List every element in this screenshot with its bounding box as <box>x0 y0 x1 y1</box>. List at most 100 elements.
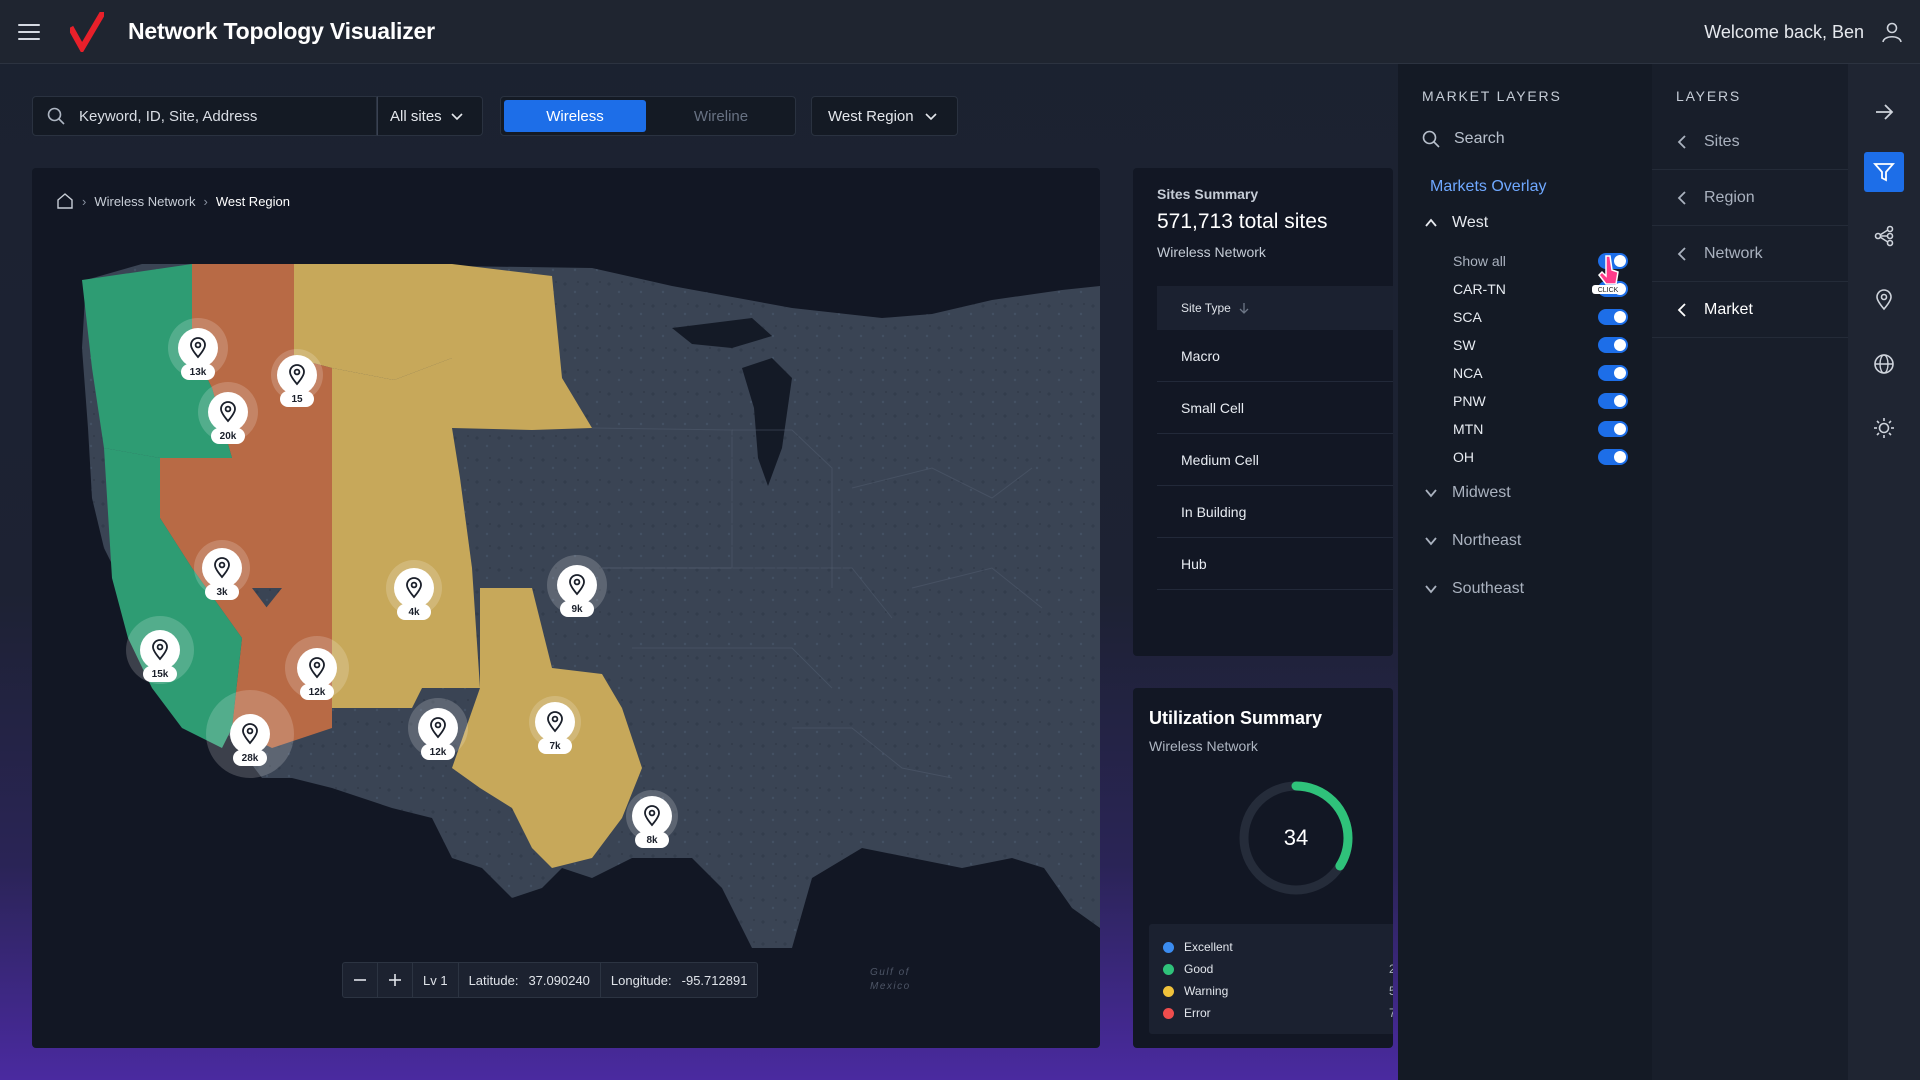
breadcrumb-item-wireless-network[interactable]: Wireless Network <box>94 193 196 209</box>
market-layers-search-placeholder: Search <box>1454 130 1505 147</box>
layers-title: LAYERS <box>1676 88 1742 104</box>
layer-item-network[interactable]: Network <box>1652 226 1848 282</box>
site-scope-dropdown[interactable]: All sites <box>377 96 483 136</box>
legend-value: 5 <box>1389 984 1393 998</box>
zoom-in-button[interactable] <box>378 962 413 998</box>
site-cluster-marker[interactable]: 8k <box>626 790 678 848</box>
toggle-switch[interactable] <box>1598 365 1628 381</box>
location-pin-icon <box>208 392 248 432</box>
site-cluster-marker[interactable]: 28k <box>206 690 294 778</box>
site-cluster-marker[interactable]: 12k <box>285 636 349 700</box>
group-label: Southeast <box>1452 580 1525 597</box>
toggle-switch[interactable] <box>1598 421 1628 437</box>
site-cluster-marker[interactable]: 20k <box>198 382 258 444</box>
app-title: Network Topology Visualizer <box>128 18 435 44</box>
site-scope-value: All sites <box>390 107 442 125</box>
great-lakes <box>742 358 792 486</box>
globe-button[interactable] <box>1864 344 1904 384</box>
longitude-label: Longitude: <box>610 972 672 988</box>
user-icon[interactable] <box>1880 20 1904 44</box>
site-type-cell: Hub <box>1181 555 1207 572</box>
toggle-switch[interactable] <box>1598 309 1628 325</box>
layer-item-sites[interactable]: Sites <box>1652 114 1848 170</box>
chevron-left-icon <box>1677 134 1686 149</box>
table-row[interactable]: Small Cell1 <box>1157 382 1393 434</box>
market-layers-search[interactable]: Search <box>1422 130 1505 148</box>
markets-overlay-link[interactable]: Markets Overlay <box>1430 178 1547 195</box>
wireline-tab[interactable]: Wireline <box>693 107 749 125</box>
region-california <box>104 448 242 748</box>
us-map[interactable] <box>32 168 1100 1048</box>
region-dropdown[interactable]: West Region <box>811 96 958 136</box>
globe-icon <box>1874 354 1894 374</box>
network-type-toggle: Wireless Wireline <box>500 96 796 136</box>
network-button[interactable] <box>1864 216 1904 256</box>
location-pin-icon <box>1876 289 1892 311</box>
site-cluster-marker[interactable]: 15 <box>271 349 323 407</box>
marker-count-label: 8k <box>635 832 669 848</box>
gulf-of-mexico-label: Gulf of Mexico <box>870 966 911 994</box>
zoom-out-button[interactable] <box>343 962 378 998</box>
site-cluster-marker[interactable]: 7k <box>529 696 581 754</box>
utilization-score: 34 <box>1283 825 1309 850</box>
market-item-label: OH <box>1453 449 1474 465</box>
sites-network-label: Wireless Network <box>1157 244 1266 260</box>
latitude-value: 37.090240 <box>528 972 590 988</box>
location-button[interactable] <box>1864 280 1904 320</box>
region-arizona <box>232 588 332 748</box>
chevron-down-icon <box>451 113 463 121</box>
latitude-label: Latitude: <box>468 972 519 988</box>
legend-dot <box>1163 1007 1174 1019</box>
group-midwest[interactable]: Midwest <box>1424 484 1511 502</box>
table-row[interactable]: Medium Cell9 <box>1157 434 1393 486</box>
site-cluster-marker[interactable]: 9k <box>547 555 607 617</box>
location-pin-icon <box>202 548 242 588</box>
search-input[interactable] <box>79 107 359 125</box>
gulf-label-line-1: Gulf of <box>870 967 910 978</box>
group-southeast[interactable]: Southeast <box>1424 580 1524 598</box>
breadcrumb-item-west-region: West Region <box>215 193 290 209</box>
theme-button[interactable] <box>1864 408 1904 448</box>
toggle-switch[interactable] <box>1598 393 1628 409</box>
table-row[interactable]: Macro1 <box>1157 330 1393 382</box>
region-mtn-colorado <box>332 478 472 568</box>
site-type-column-header[interactable]: Site Type <box>1181 301 1231 315</box>
table-row[interactable]: Hub6 <box>1157 538 1393 590</box>
chevron-down-icon <box>1425 537 1437 546</box>
welcome-message: Welcome back, Ben <box>1704 22 1864 42</box>
group-northeast[interactable]: Northeast <box>1424 532 1521 550</box>
layer-item-region[interactable]: Region <box>1652 170 1848 226</box>
chevron-left-icon <box>1677 190 1686 205</box>
marker-count-label: 9k <box>560 601 594 617</box>
marker-count-label: 12k <box>300 684 334 700</box>
toggle-switch[interactable] <box>1598 337 1628 353</box>
wireless-tab[interactable]: Wireless <box>504 100 646 132</box>
click-cursor-icon: CLICK <box>1592 255 1624 294</box>
location-pin-icon <box>632 796 672 836</box>
site-type-cell: Small Cell <box>1181 399 1245 416</box>
group-west[interactable]: West <box>1424 214 1488 232</box>
site-cluster-marker[interactable]: 4k <box>386 560 442 620</box>
market-item-label: Show all <box>1453 253 1506 269</box>
collapse-panel-button[interactable] <box>1864 92 1904 132</box>
search-icon <box>1422 130 1440 148</box>
home-icon[interactable] <box>56 192 74 210</box>
site-cluster-marker[interactable]: 3k <box>194 540 250 600</box>
site-cluster-marker[interactable]: 15k <box>126 616 194 684</box>
marker-count-label: 12k <box>421 744 455 760</box>
location-pin-icon <box>394 568 434 608</box>
filter-button[interactable] <box>1864 152 1904 192</box>
sites-table-header[interactable]: Site Type S <box>1157 286 1393 330</box>
marker-count-label: 13k <box>181 364 215 380</box>
toggle-switch[interactable] <box>1598 449 1628 465</box>
site-cluster-marker[interactable]: 13k <box>168 318 228 380</box>
layer-item-market[interactable]: Market <box>1652 282 1848 338</box>
table-row[interactable]: In Building8 <box>1157 486 1393 538</box>
hamburger-menu-icon[interactable] <box>18 23 40 40</box>
chevron-right-icon: › <box>203 193 208 209</box>
breadcrumb: › Wireless Network › West Region <box>56 192 290 210</box>
site-cluster-marker[interactable]: 12k <box>408 698 468 760</box>
utilization-donut <box>1239 781 1353 895</box>
arrow-right-icon <box>1876 104 1894 120</box>
marker-count-label: 15k <box>143 666 177 682</box>
